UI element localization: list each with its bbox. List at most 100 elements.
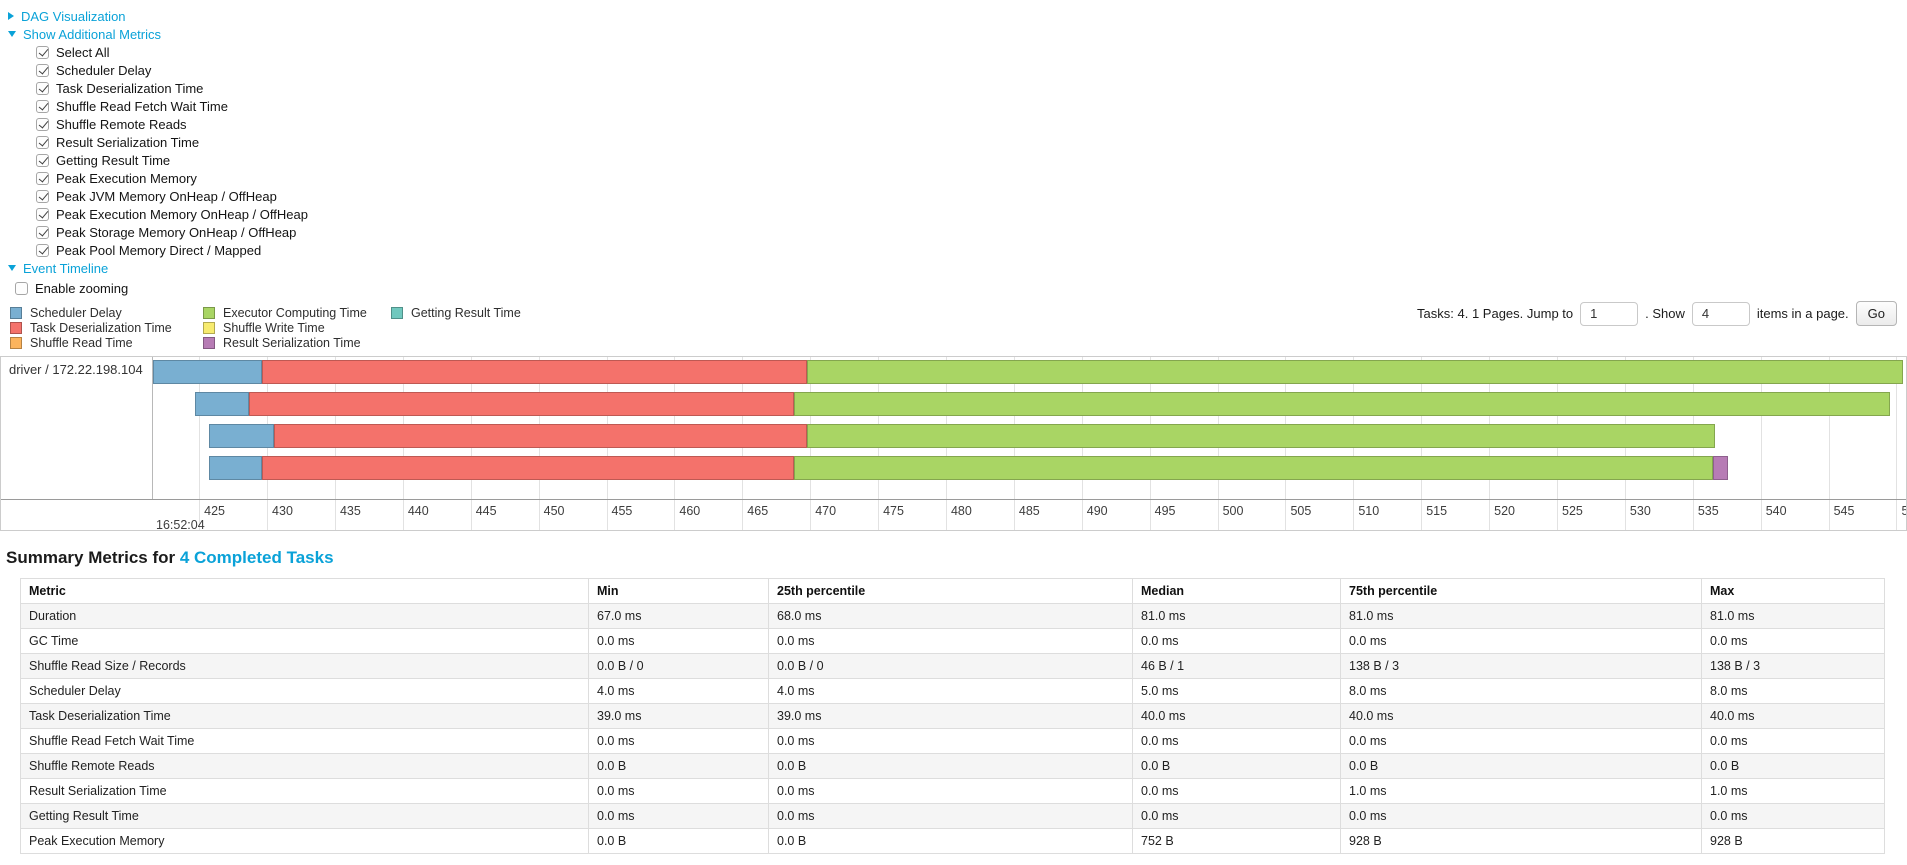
go-button[interactable]: Go xyxy=(1855,301,1897,326)
pagination-mid-text: . Show xyxy=(1645,306,1685,321)
axis-tick-label: 535 xyxy=(1697,504,1719,518)
axis-tick-label: 425 xyxy=(204,504,226,518)
summary-value-cell: 0.0 B xyxy=(588,828,769,854)
metric-checkbox[interactable] xyxy=(36,135,49,149)
metric-checkbox-row: Shuffle Read Fetch Wait Time xyxy=(36,97,1907,115)
summary-value-cell: 0.0 ms xyxy=(1340,628,1702,654)
summary-value-cell: 0.0 ms xyxy=(768,628,1133,654)
timeline-gridline xyxy=(1828,357,1830,530)
metric-checkbox[interactable] xyxy=(36,99,49,113)
summary-metric-name-cell: Shuffle Remote Reads xyxy=(20,753,589,779)
legend-label: Getting Result Time xyxy=(411,305,521,320)
show-additional-metrics-label: Show Additional Metrics xyxy=(23,26,162,42)
summary-value-cell: 928 B xyxy=(1340,828,1702,854)
metric-checkbox-label: Shuffle Remote Reads xyxy=(56,116,187,132)
metric-checkbox-row: Peak Execution Memory xyxy=(36,169,1907,187)
axis-tick-label: 430 xyxy=(272,504,293,518)
metric-checkbox-row: Scheduler Delay xyxy=(36,61,1907,79)
summary-value-cell: 0.0 B xyxy=(768,753,1133,779)
summary-value-cell: 0.0 ms xyxy=(1701,728,1885,754)
legend-column: Scheduler Delay Task Deserialization Time… xyxy=(10,305,203,350)
executor-computing-swatch-icon xyxy=(203,306,215,319)
summary-metric-name-cell: Duration xyxy=(20,603,589,629)
metric-checkbox[interactable] xyxy=(36,81,49,95)
summary-column-header: Metric xyxy=(20,578,589,604)
axis-tick-label: 485 xyxy=(1018,504,1040,518)
jump-to-page-input[interactable] xyxy=(1580,301,1639,326)
summary-column-header: Max xyxy=(1701,578,1885,604)
summary-value-cell: 0.0 ms xyxy=(1132,628,1341,654)
task-segment-executor-computing xyxy=(807,360,1904,384)
legend-item: Task Deserialization Time xyxy=(10,320,203,335)
legend-item: Shuffle Write Time xyxy=(203,320,391,335)
metric-checkbox[interactable] xyxy=(36,45,49,59)
legend-label: Shuffle Write Time xyxy=(223,320,325,335)
summary-value-cell: 0.0 ms xyxy=(1132,778,1341,804)
summary-value-cell: 0.0 ms xyxy=(588,628,769,654)
shuffle-write-swatch-icon xyxy=(203,321,215,334)
metric-checkbox[interactable] xyxy=(36,63,49,77)
executor-group-label: driver / 172.22.198.104 xyxy=(1,357,153,499)
axis-tick-label: 450 xyxy=(543,504,565,518)
summary-table-row: Peak Execution Memory 0.0 B 0.0 B 752 B 928 … xyxy=(20,828,1885,854)
axis-tick-label: 525 xyxy=(1562,504,1583,518)
legend-item: Executor Computing Time xyxy=(203,305,391,320)
summary-value-cell: 138 B / 3 xyxy=(1701,653,1885,679)
task-segment-task-deserialization xyxy=(261,456,794,480)
summary-value-cell: 0.0 B xyxy=(768,828,1133,854)
metric-checkbox-label: Scheduler Delay xyxy=(56,62,152,78)
summary-value-cell: 0.0 B xyxy=(588,753,769,779)
metric-checkbox-label: Peak Storage Memory OnHeap / OffHeap xyxy=(56,224,297,240)
summary-metric-name-cell: Shuffle Read Size / Records xyxy=(20,653,589,679)
metric-checkbox[interactable] xyxy=(36,117,49,131)
metric-checkbox-row: Task Deserialization Time xyxy=(36,79,1907,97)
metric-checkbox[interactable] xyxy=(36,189,49,203)
summary-metric-name-cell: Shuffle Read Fetch Wait Time xyxy=(20,728,589,754)
show-additional-metrics-toggle[interactable]: Show Additional Metrics xyxy=(8,25,1907,43)
completed-tasks-link[interactable]: 4 Completed Tasks xyxy=(179,548,334,567)
legend-column: Getting Result Time xyxy=(391,305,521,350)
summary-value-cell: 0.0 B / 0 xyxy=(588,653,769,679)
event-timeline-toggle[interactable]: Event Timeline xyxy=(8,259,1907,277)
chevron-down-icon xyxy=(8,265,16,271)
metric-checkbox-label: Result Serialization Time xyxy=(56,134,200,150)
task-segment-scheduler-delay xyxy=(208,424,274,448)
summary-value-cell: 138 B / 3 xyxy=(1340,653,1702,679)
metric-checkbox[interactable] xyxy=(36,153,49,167)
task-segment-scheduler-delay xyxy=(153,360,262,384)
pagination-suffix-text: items in a page. xyxy=(1756,306,1849,321)
metric-checkbox[interactable] xyxy=(36,171,49,185)
legend-column: Executor Computing Time Shuffle Write Tim… xyxy=(203,305,391,350)
metric-checkbox[interactable] xyxy=(36,243,49,257)
legend-label: Executor Computing Time xyxy=(223,305,367,320)
items-per-page-input[interactable] xyxy=(1691,301,1750,326)
dag-visualization-label: DAG Visualization xyxy=(21,8,126,24)
summary-value-cell: 4.0 ms xyxy=(588,678,769,704)
metric-checkbox[interactable] xyxy=(36,207,49,221)
axis-tick-label: 505 xyxy=(1290,504,1312,518)
event-timeline-label: Event Timeline xyxy=(23,260,109,276)
summary-value-cell: 1.0 ms xyxy=(1340,778,1702,804)
axis-tick-label: 435 xyxy=(339,504,361,518)
summary-value-cell: 0.0 ms xyxy=(588,803,769,829)
axis-base-time-label: 16:52:04 xyxy=(156,518,205,531)
enable-zooming-checkbox[interactable] xyxy=(15,281,28,295)
summary-value-cell: 68.0 ms xyxy=(768,603,1133,629)
summary-metric-name-cell: GC Time xyxy=(20,628,589,654)
metric-checkbox-label: Peak Pool Memory Direct / Mapped xyxy=(56,242,262,258)
axis-tick-label: 540 xyxy=(1765,504,1787,518)
summary-metric-name-cell: Peak Execution Memory xyxy=(20,828,589,854)
task-segment-executor-computing xyxy=(807,424,1715,448)
summary-value-cell: 0.0 ms xyxy=(768,778,1133,804)
summary-value-cell: 0.0 ms xyxy=(1132,728,1341,754)
enable-zooming-row: Enable zooming xyxy=(15,279,1907,297)
summary-value-cell: 40.0 ms xyxy=(1132,703,1341,729)
metric-checkbox[interactable] xyxy=(36,225,49,239)
summary-value-cell: 0.0 ms xyxy=(1701,803,1885,829)
summary-value-cell: 928 B xyxy=(1701,828,1885,854)
summary-value-cell: 40.0 ms xyxy=(1701,703,1885,729)
task-segment-task-deserialization xyxy=(249,392,794,416)
summary-value-cell: 0.0 ms xyxy=(1132,803,1341,829)
dag-visualization-toggle[interactable]: DAG Visualization xyxy=(8,7,1907,25)
axis-tick-label: 440 xyxy=(407,504,429,518)
